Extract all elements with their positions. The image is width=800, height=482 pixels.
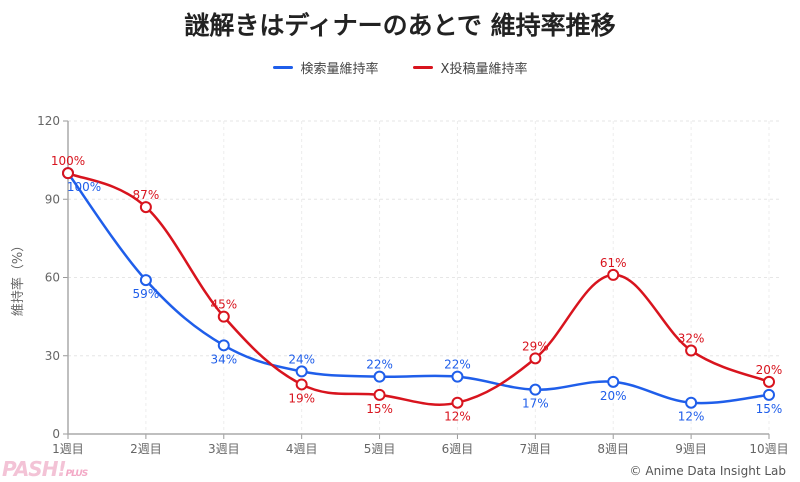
data-label: 20% [600, 389, 627, 403]
y-tick-label: 90 [45, 192, 60, 206]
data-label: 61% [600, 256, 627, 270]
x-tick-label: 2週目 [130, 442, 162, 456]
data-label: 100% [51, 154, 85, 168]
data-point [607, 375, 620, 388]
data-point [763, 375, 775, 388]
legend-label: X投稿量維持率 [440, 62, 528, 77]
legend-label: 検索量維持率 [300, 62, 379, 77]
data-point [373, 388, 386, 401]
data-label: 100% [67, 180, 101, 194]
series-line-0 [66, 172, 770, 405]
y-tick-label: 30 [45, 349, 60, 363]
data-label: 17% [522, 397, 549, 411]
data-label: 87% [133, 188, 160, 202]
y-tick-label: 120 [37, 114, 60, 128]
data-label: 15% [366, 402, 393, 416]
x-tick-label: 9週目 [675, 442, 707, 456]
logo: PASH!PLUS [2, 457, 89, 481]
data-point [685, 396, 698, 409]
data-point [373, 370, 386, 383]
data-point [295, 365, 308, 378]
y-tick-label: 0 [52, 427, 60, 441]
y-tick-label: 60 [45, 271, 60, 285]
logo-main: PASH! [2, 457, 67, 481]
data-point [295, 378, 308, 391]
data-label: 20% [756, 363, 783, 377]
series-line-1 [67, 172, 770, 406]
data-point [685, 344, 698, 357]
x-tick-label: 8週目 [597, 442, 629, 456]
data-point [62, 167, 74, 180]
x-tick-label: 1週目 [52, 442, 84, 456]
legend-swatch [272, 66, 293, 69]
data-point [451, 396, 464, 409]
logo-sub: PLUS [65, 469, 89, 479]
x-tick-label: 7週目 [520, 442, 552, 456]
data-point [217, 310, 230, 323]
x-tick-label: 3週目 [208, 442, 240, 456]
y-axis-label: 維持率（%） [10, 239, 26, 316]
data-point [529, 352, 542, 365]
credit: © Anime Data Insight Lab [629, 464, 786, 478]
data-point [607, 268, 620, 281]
data-label: 45% [210, 298, 237, 312]
chart-title: 謎解きはディナーのあとで 維持率推移 [184, 11, 616, 40]
data-point [217, 339, 230, 352]
legend: 検索量維持率 X投稿量維持率 [0, 58, 800, 77]
data-label: 12% [444, 410, 471, 424]
data-label: 24% [288, 352, 315, 366]
legend-swatch [412, 66, 433, 69]
data-label: 22% [366, 358, 393, 372]
x-tick-label: 5週目 [364, 442, 396, 456]
data-label: 15% [756, 402, 783, 416]
data-label: 29% [522, 339, 549, 353]
x-tick-label: 10週目 [749, 442, 788, 456]
data-point [139, 274, 152, 287]
x-tick-label: 6週目 [442, 442, 474, 456]
data-label: 19% [288, 391, 315, 405]
data-label: 59% [133, 287, 160, 301]
legend-item-search[interactable]: 検索量維持率 [272, 58, 379, 77]
data-point [763, 388, 775, 401]
data-label: 22% [444, 358, 471, 372]
data-label: 12% [678, 410, 705, 424]
data-label: 32% [678, 332, 705, 346]
data-point [529, 383, 542, 396]
x-tick-label: 4週目 [286, 442, 318, 456]
data-point [139, 201, 152, 214]
data-point [451, 370, 464, 383]
legend-item-x-posts[interactable]: X投稿量維持率 [412, 58, 528, 77]
data-label: 34% [210, 352, 237, 366]
